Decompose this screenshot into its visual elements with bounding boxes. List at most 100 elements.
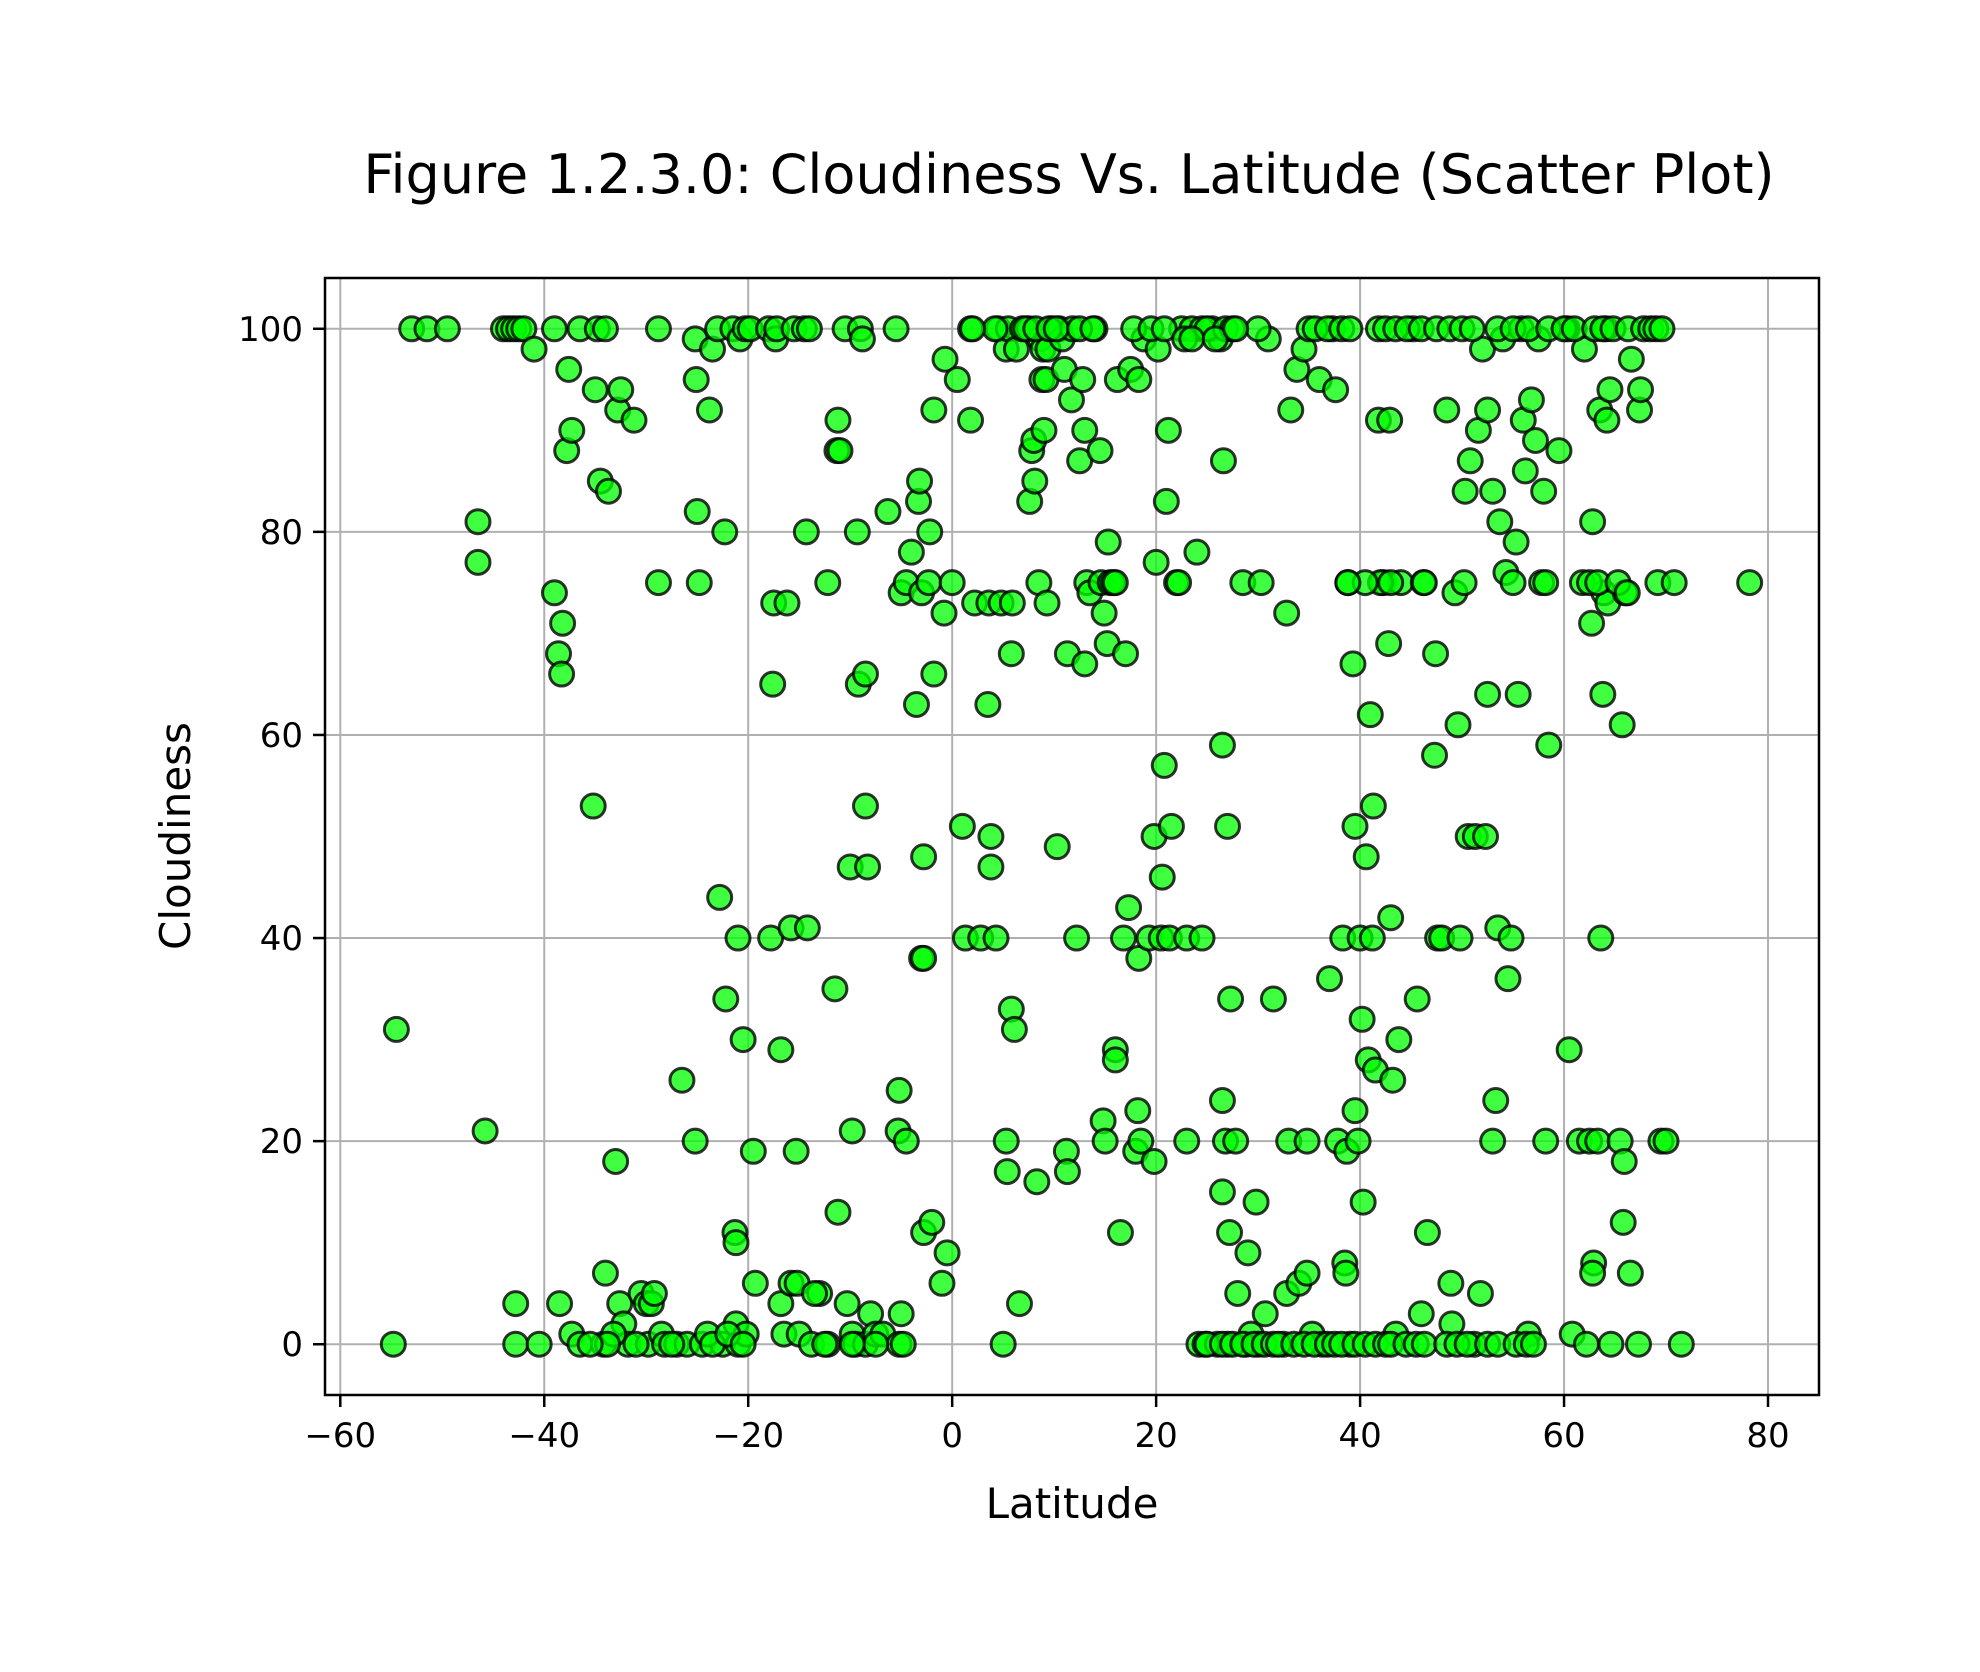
data-point xyxy=(1433,396,1461,424)
data-point xyxy=(1376,406,1404,434)
data-point xyxy=(1579,508,1607,536)
data-point xyxy=(602,1147,630,1175)
data-point xyxy=(695,396,723,424)
data-point xyxy=(1437,1269,1465,1297)
data-point xyxy=(920,660,948,688)
data-point xyxy=(1596,376,1624,404)
data-point xyxy=(1234,1239,1262,1267)
data-point xyxy=(1101,569,1129,597)
data-point xyxy=(464,508,492,536)
data-point xyxy=(591,1259,619,1287)
data-point xyxy=(826,437,854,465)
data-point xyxy=(1422,640,1450,668)
data-point xyxy=(1251,1300,1279,1328)
data-point xyxy=(1413,1219,1441,1247)
data-point xyxy=(1315,965,1343,993)
data-point xyxy=(1341,812,1369,840)
data-point xyxy=(1086,437,1114,465)
data-point xyxy=(382,1015,410,1043)
data-point xyxy=(1578,609,1606,637)
data-point xyxy=(902,690,930,718)
data-point xyxy=(1106,1219,1134,1247)
data-point xyxy=(576,1330,604,1358)
data-point xyxy=(1091,1127,1119,1155)
data-point xyxy=(1511,457,1539,485)
data-point xyxy=(1609,1208,1637,1236)
y-axis-label: Cloudiness xyxy=(151,722,200,950)
data-point xyxy=(1532,569,1560,597)
data-point xyxy=(1293,1127,1321,1155)
data-point xyxy=(729,1026,757,1054)
y-tick-label: 0 xyxy=(281,1325,303,1365)
data-point xyxy=(1403,985,1431,1013)
data-point xyxy=(1173,1127,1201,1155)
data-point xyxy=(1502,528,1530,556)
y-tick-label: 100 xyxy=(238,310,303,350)
data-point xyxy=(1377,569,1405,597)
data-point xyxy=(729,1330,757,1358)
data-point xyxy=(1597,1330,1625,1358)
data-point xyxy=(520,335,548,363)
data-point xyxy=(843,518,871,546)
data-point xyxy=(644,315,672,343)
data-point xyxy=(1616,1259,1644,1287)
data-point xyxy=(1358,924,1386,952)
data-point xyxy=(814,569,842,597)
data-point xyxy=(1375,630,1403,658)
data-point xyxy=(974,690,1002,718)
data-point xyxy=(685,569,713,597)
data-point xyxy=(1042,315,1070,343)
data-point xyxy=(930,599,958,627)
data-point xyxy=(620,406,648,434)
data-point xyxy=(792,518,820,546)
data-point xyxy=(1349,1188,1377,1216)
data-point xyxy=(1446,924,1474,952)
data-point xyxy=(739,1137,767,1165)
data-point xyxy=(1277,396,1305,424)
data-point xyxy=(1421,741,1449,769)
data-point xyxy=(622,1330,650,1358)
data-point xyxy=(931,345,959,373)
x-tick-label: 60 xyxy=(1542,1416,1585,1456)
x-tick-label: 20 xyxy=(1135,1416,1178,1456)
data-point xyxy=(838,1117,866,1145)
data-point xyxy=(668,1066,696,1094)
data-point xyxy=(1589,680,1617,708)
data-point xyxy=(1474,396,1502,424)
data-point xyxy=(1209,447,1237,475)
data-point xyxy=(1334,569,1362,597)
data-point xyxy=(933,1239,961,1267)
data-point xyxy=(1208,1178,1236,1206)
data-point xyxy=(928,1269,956,1297)
data-point xyxy=(1379,1066,1407,1094)
data-point xyxy=(1652,1127,1680,1155)
data-point xyxy=(1341,1097,1369,1125)
data-point xyxy=(1444,711,1472,739)
data-point xyxy=(591,315,619,343)
data-point xyxy=(977,823,1005,850)
data-point xyxy=(555,355,583,383)
data-point xyxy=(1494,965,1522,993)
data-point xyxy=(957,406,985,434)
data-point xyxy=(848,325,876,353)
data-point xyxy=(854,853,882,881)
data-point xyxy=(1273,599,1301,627)
data-point xyxy=(1456,447,1484,475)
data-point xyxy=(1356,701,1384,729)
data-point xyxy=(1115,894,1143,922)
data-point xyxy=(1150,751,1178,779)
data-point xyxy=(1610,1147,1638,1175)
x-tick-label: 0 xyxy=(941,1416,963,1456)
data-point xyxy=(1178,325,1206,353)
data-point xyxy=(681,1127,709,1155)
data-point xyxy=(1217,985,1245,1013)
data-point xyxy=(1555,1036,1583,1064)
data-point xyxy=(910,944,938,972)
data-point xyxy=(910,843,938,871)
data-point xyxy=(918,1208,946,1236)
data-point xyxy=(1608,711,1636,739)
data-point xyxy=(862,1330,890,1358)
data-point xyxy=(1247,569,1275,597)
x-axis-label: Latitude xyxy=(986,1479,1159,1528)
data-point xyxy=(1458,315,1486,343)
